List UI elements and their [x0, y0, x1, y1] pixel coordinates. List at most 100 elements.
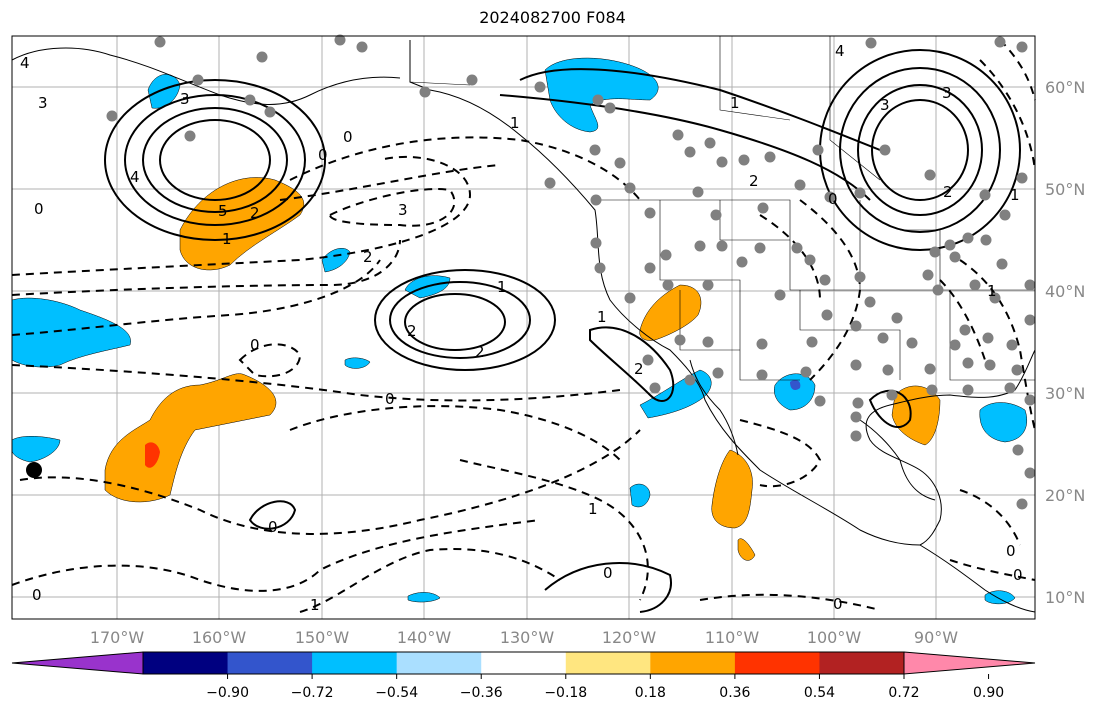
blue-anomaly-small-2 — [407, 592, 441, 603]
colorbar-tick-label: 0.36 — [719, 685, 750, 701]
station-dot — [882, 364, 894, 376]
station-dot — [756, 369, 768, 381]
red-anomaly-hawaii — [145, 442, 160, 468]
station-dot — [944, 239, 956, 251]
dashed-4 — [11, 259, 381, 336]
contour-north-2 — [499, 94, 871, 201]
lon-tick-label: 130°W — [500, 628, 555, 647]
station-dot — [757, 202, 769, 214]
station-dot — [649, 382, 661, 394]
contour-label: 0 — [268, 518, 278, 536]
colorbar-tick-label: −0.90 — [206, 685, 249, 701]
station-dot — [850, 411, 862, 423]
station-dot — [642, 354, 654, 366]
station-dot — [644, 207, 656, 219]
station-dot — [1011, 364, 1023, 376]
lat-tick-label: 10°N — [1045, 588, 1085, 607]
contour-label: 0 — [603, 564, 613, 582]
dashed-2 — [11, 239, 401, 296]
station-dot — [824, 191, 836, 203]
contour-label: 2 — [475, 343, 485, 361]
blue-anomaly-caribbean — [984, 590, 1016, 605]
station-dot — [592, 94, 604, 106]
blue-anomaly-central-pacific — [321, 248, 351, 273]
dashed-3-closed — [328, 188, 456, 227]
station-dot — [1004, 382, 1016, 394]
station-dot — [466, 74, 478, 86]
contour-nw-4 — [159, 119, 271, 201]
station-dot — [962, 384, 974, 396]
station-dot — [865, 37, 877, 49]
colorbar-tick-label: 0.72 — [888, 685, 919, 701]
contour-ne-3 — [857, 84, 983, 216]
station-dot — [979, 189, 991, 201]
station-dot — [996, 258, 1008, 270]
contour-label: 0 — [32, 586, 42, 604]
contour-mid-2 — [389, 281, 531, 359]
colorbar-segment — [481, 652, 567, 674]
colorbar-segment — [143, 652, 229, 674]
lat-tick-label: 30°N — [1045, 384, 1085, 403]
contour-nw-3 — [142, 107, 288, 213]
contour-label: 2 — [749, 172, 759, 190]
colorbar — [11, 651, 1036, 675]
station-dot — [980, 234, 992, 246]
dark-blue-anomaly-texas — [790, 380, 801, 390]
contour-label: 1 — [497, 278, 507, 296]
colorbar-segment — [396, 652, 482, 674]
dashed-18 — [959, 259, 1036, 431]
station-dot — [692, 186, 704, 198]
station-dot — [929, 246, 941, 258]
colorbar-segment — [819, 652, 905, 674]
contour-small-1 — [248, 500, 297, 530]
contour-label: 3 — [38, 94, 48, 112]
station-dot — [959, 324, 971, 336]
station-dot — [1024, 279, 1036, 291]
lon-tick-label: 140°W — [397, 628, 452, 647]
contour-label: 5 — [218, 202, 228, 220]
station-dot — [1016, 498, 1028, 510]
dashed-1 — [11, 156, 472, 276]
station-dot — [754, 242, 766, 254]
station-dot — [624, 292, 636, 304]
contour-label: 1 — [1010, 186, 1020, 204]
station-dot — [850, 359, 862, 371]
contour-label: 1 — [310, 596, 320, 614]
station-dot — [662, 279, 674, 291]
orange-anomaly-small-mexico — [737, 538, 756, 561]
colorbar-max-extend — [903, 651, 1036, 675]
dashed-12 — [459, 459, 649, 601]
contour-label: 0 — [343, 128, 353, 146]
station-dot — [334, 34, 346, 46]
station-dot — [994, 36, 1006, 48]
station-dot — [356, 41, 368, 53]
station-dot — [854, 187, 866, 199]
station-dot — [1024, 394, 1036, 406]
dashed-23 — [999, 39, 1036, 101]
station-dot — [814, 395, 826, 407]
contour-label: 1 — [510, 114, 520, 132]
dashed-15 — [739, 419, 822, 488]
contour-label: 0 — [828, 190, 838, 208]
station-dot — [544, 177, 556, 189]
station-dot — [614, 157, 626, 169]
station-dot — [999, 209, 1011, 221]
station-dot — [590, 237, 602, 249]
station-dot — [982, 332, 994, 344]
lat-tick-label: 20°N — [1045, 486, 1085, 505]
lat-tick-label: 40°N — [1045, 282, 1085, 301]
dashed-7 — [11, 364, 621, 402]
central-america — [919, 544, 1036, 613]
colorbar-tick-label: −0.54 — [375, 685, 418, 701]
contour-label: 4 — [130, 168, 140, 186]
dashed-21 — [949, 559, 1036, 581]
contour-label: 2 — [363, 248, 373, 266]
contour-labels: 4 3 3 4 5 2 1 0 0 0 3 2 1 2 2 1 0 0 1 0 … — [20, 42, 1023, 614]
station-dot — [106, 110, 118, 122]
station-dot — [962, 232, 974, 244]
blue-anomaly-texas — [774, 373, 816, 411]
colorbar-segment — [565, 652, 651, 674]
hurricane-marker — [26, 462, 42, 478]
station-dot — [924, 363, 936, 375]
